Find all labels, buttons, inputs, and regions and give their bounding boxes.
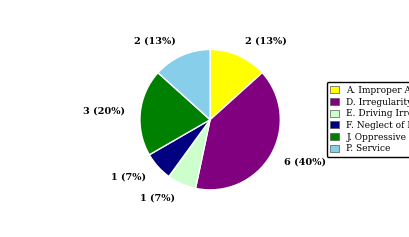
Text: 1 (7%): 1 (7%)	[111, 173, 146, 182]
Wedge shape	[139, 73, 209, 155]
Text: 3 (20%): 3 (20%)	[83, 106, 125, 115]
Text: 1 (7%): 1 (7%)	[140, 193, 175, 202]
Wedge shape	[157, 50, 210, 120]
Text: 2 (13%): 2 (13%)	[133, 37, 175, 46]
Legend: A. Improper Attitude, D. Irregularity in Procedure, E. Driving Irregularity, F. : A. Improper Attitude, D. Irregularity in…	[326, 82, 409, 157]
Wedge shape	[169, 120, 209, 188]
Wedge shape	[195, 73, 280, 190]
Wedge shape	[209, 50, 262, 120]
Text: 2 (13%): 2 (13%)	[244, 37, 286, 46]
Text: 6 (40%): 6 (40%)	[283, 158, 326, 167]
Wedge shape	[149, 120, 209, 177]
